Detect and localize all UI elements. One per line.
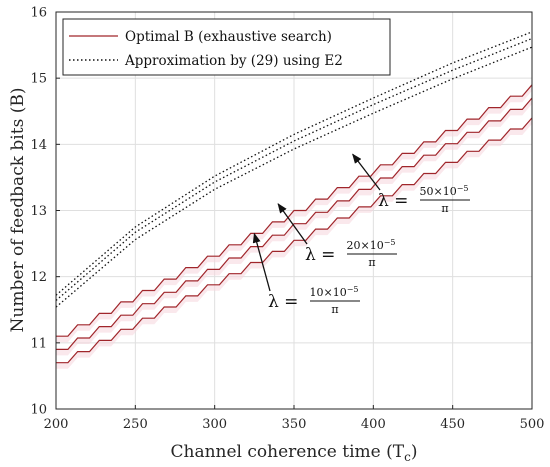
legend-box bbox=[62, 18, 391, 76]
y-tick-label: 10 bbox=[30, 403, 47, 418]
x-tick-label: 500 bbox=[520, 417, 545, 432]
approx-curve-5 bbox=[55, 46, 533, 308]
annotation-lambda-2: λ = 10×10−5 π bbox=[252, 232, 360, 316]
y-tick-label: 12 bbox=[30, 270, 47, 285]
optimal-band-2 bbox=[56, 117, 532, 369]
annotation-denominator: π bbox=[331, 303, 338, 316]
x-axis-label: Channel coherence time (Tc) bbox=[171, 442, 418, 464]
annotation-arrow bbox=[352, 153, 381, 191]
annotation-denominator: π bbox=[368, 256, 375, 269]
legend-entry-optimal: Optimal B (exhaustive search) bbox=[125, 29, 332, 45]
annotation-numerator: 20×10−5 bbox=[346, 238, 395, 252]
optimal-curve-2 bbox=[56, 117, 533, 364]
annotation-arrow bbox=[252, 232, 271, 292]
tick-labels: 200 250 300 350 400 450 500 10 11 12 13 14 15 16 bbox=[30, 6, 544, 433]
optimal-curve-0 bbox=[56, 84, 533, 337]
legend-entry-approx: Approximation by (29) using E2 bbox=[124, 53, 343, 69]
annotation-numerator: 10×10−5 bbox=[309, 285, 358, 299]
y-axis-label: Number of feedback bits (B) bbox=[8, 88, 28, 333]
x-tick-label: 300 bbox=[202, 417, 227, 432]
approx-curve-3 bbox=[55, 31, 533, 296]
y-tick-label: 11 bbox=[30, 336, 47, 351]
x-tick-label: 250 bbox=[123, 417, 148, 432]
annotation-lambda-0: λ = 50×10−5 π bbox=[352, 153, 470, 215]
optimal-band-0 bbox=[56, 84, 532, 343]
approx-curve-4 bbox=[55, 37, 533, 301]
x-tick-label: 450 bbox=[440, 417, 465, 432]
annotations: λ = 50×10−5 π λ = 20×10−5 π λ = 10×10−5 π bbox=[252, 153, 470, 316]
series-lines bbox=[55, 31, 533, 364]
x-tick-label: 200 bbox=[44, 417, 69, 432]
y-tick-label: 15 bbox=[30, 72, 47, 87]
annotation-lambda-symbol: λ = bbox=[305, 245, 335, 265]
annotation-denominator: π bbox=[441, 202, 448, 215]
annotation-lambda-symbol: λ = bbox=[378, 191, 408, 211]
y-tick-label: 14 bbox=[30, 138, 47, 153]
x-tick-label: 400 bbox=[361, 417, 386, 432]
legend: Optimal B (exhaustive search) Approximat… bbox=[62, 18, 391, 76]
optimal-curve-1 bbox=[56, 97, 533, 350]
annotation-numerator: 50×10−5 bbox=[419, 184, 468, 198]
annotation-lambda-symbol: λ = bbox=[268, 292, 298, 312]
x-tick-label: 350 bbox=[282, 417, 307, 432]
annotation-arrow bbox=[277, 203, 308, 245]
y-tick-label: 16 bbox=[30, 6, 47, 21]
annotation-lambda-1: λ = 20×10−5 π bbox=[277, 203, 397, 269]
y-tick-label: 13 bbox=[30, 204, 47, 219]
